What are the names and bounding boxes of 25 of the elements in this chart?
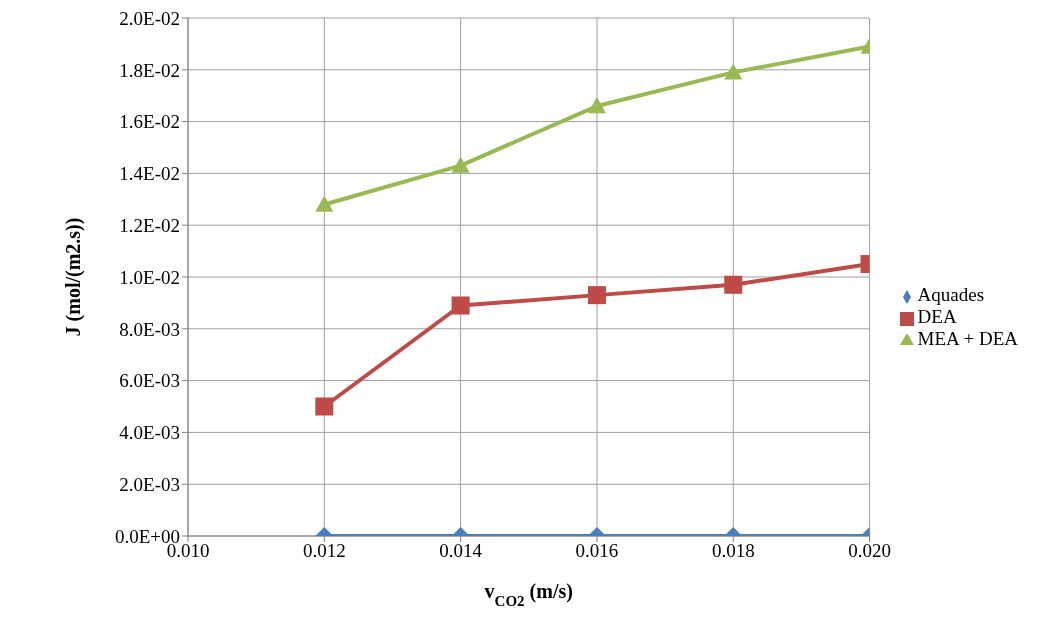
x-tick-label: 0.012	[302, 540, 346, 562]
point	[451, 156, 470, 173]
y-tick-label: 1.8E-02	[119, 59, 180, 81]
y-tick-label: 4.0E-03	[119, 422, 180, 444]
y-tick-label: 1.4E-02	[119, 163, 180, 185]
x-axis-title: v$_{CO2}$ (m/s)	[484, 580, 573, 609]
y-tick-label: 8.0E-03	[119, 318, 180, 340]
x-tick-label: 0.014	[439, 540, 483, 562]
y-axis-title: J (mol/(m2.s))	[62, 217, 85, 337]
x-tick-label: 0.016	[575, 540, 619, 562]
y-tick-label: 1.2E-02	[119, 214, 180, 236]
point	[724, 275, 743, 294]
x-tick-label: 0.018	[711, 540, 755, 562]
point	[724, 63, 743, 80]
point	[587, 97, 606, 114]
y-tick-label: 6.0E-03	[119, 370, 180, 392]
legend-label: Aquades	[917, 284, 985, 305]
y-tick-label: 2.0E-02	[119, 7, 180, 29]
x-tick-label: 0.020	[848, 540, 891, 562]
y-tick-label: 1.0E-02	[119, 266, 180, 288]
y-tick-label: 1.6E-02	[119, 111, 180, 133]
y-tick-label: 2.0E-03	[119, 473, 180, 495]
legend-label: DEA	[917, 306, 957, 327]
legend-label: MEA + DEA	[917, 328, 1018, 349]
point	[315, 195, 334, 212]
